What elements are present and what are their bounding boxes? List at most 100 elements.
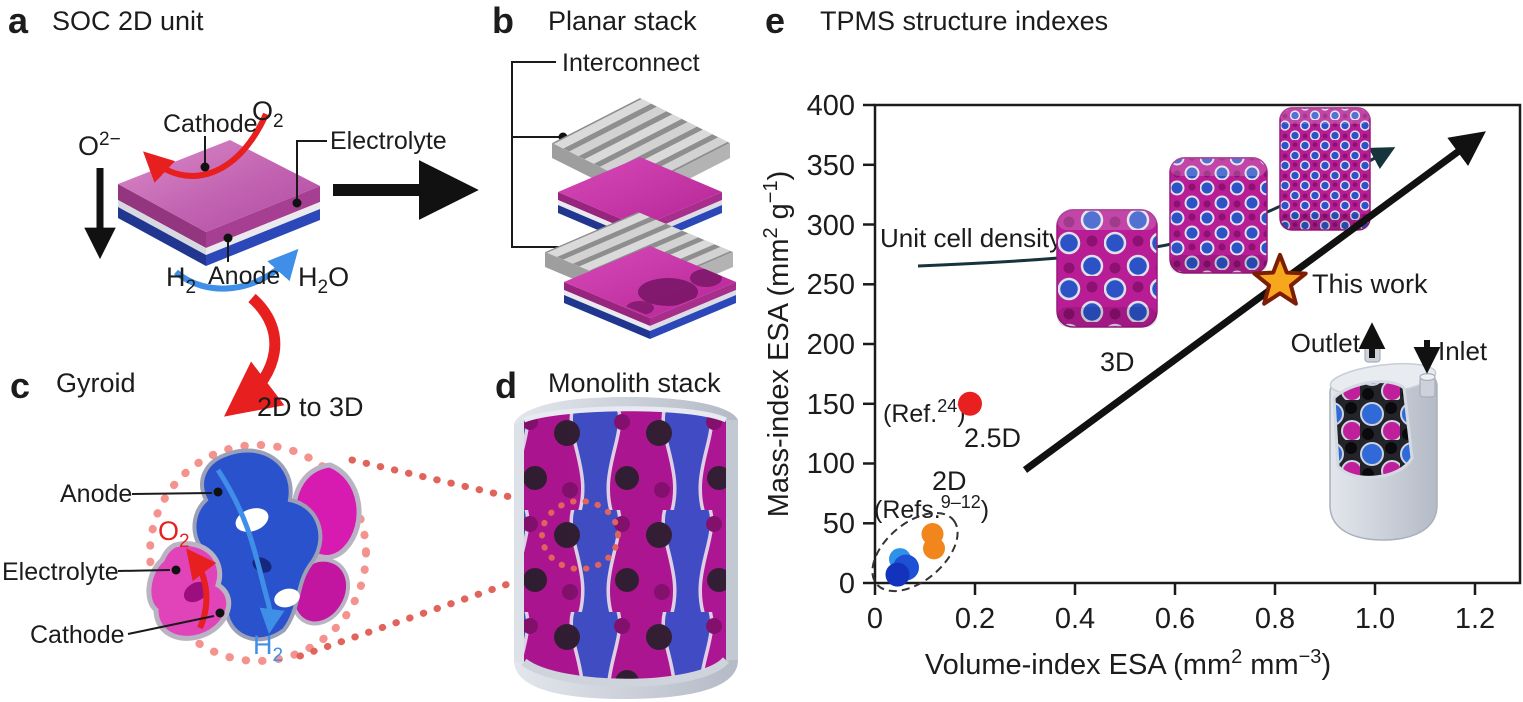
cluster-2d-dashed-ellipse <box>871 511 959 593</box>
to-gyroid-arrow <box>224 293 285 417</box>
interconnect-bracket <box>511 61 583 248</box>
label-electrolyte-a: Electrolyte <box>330 127 447 155</box>
anode-leader-dot-c <box>213 487 223 497</box>
panel-c-letter: c <box>10 365 30 406</box>
svg-text:250: 250 <box>807 269 855 301</box>
electrolyte-leader-dot-c <box>171 565 181 575</box>
monolith-dashed-circle <box>539 498 621 572</box>
x-ticks <box>873 583 1477 595</box>
monolith-wall-right <box>726 420 738 660</box>
svg-text:0.8: 0.8 <box>1255 603 1295 635</box>
label-inlet: Inlet <box>1438 336 1488 366</box>
scatter-points <box>885 391 982 587</box>
label-this-work: This work <box>1312 269 1428 299</box>
svg-text:50: 50 <box>823 508 855 540</box>
x-tick-labels: 0 0.2 0.4 0.6 0.8 1.0 1.2 <box>867 603 1495 635</box>
gyroid-o2-arrow <box>186 548 217 630</box>
svg-text:1.0: 1.0 <box>1355 603 1395 635</box>
label-h2o-a: H2O <box>298 262 349 298</box>
panel-a-title: SOC 2D unit <box>52 6 204 36</box>
label-o2minus-a: O2− <box>78 129 121 161</box>
cathode-side-right <box>206 186 320 248</box>
label-2d: 2D <box>932 466 967 496</box>
device-illustration <box>1329 336 1438 541</box>
soc-2d-cell-illustration <box>118 140 320 266</box>
gyroid-cylinder-fine <box>1279 107 1371 231</box>
cathode-leader-dot-c <box>215 608 225 618</box>
svg-text:400: 400 <box>807 90 855 122</box>
gyroid-dashed-circle <box>146 441 370 665</box>
panel-c: c Gyroid 2D to 3D Anode Electrolyte Cath… <box>2 365 570 666</box>
device-cutaway-interior <box>1334 381 1412 478</box>
gyroid-cylinder-coarse <box>1056 209 1158 328</box>
panel-b-letter: b <box>492 0 514 41</box>
panel-a-leader-lines <box>204 136 327 262</box>
svg-text:0: 0 <box>867 603 883 635</box>
svg-text:150: 150 <box>807 389 855 421</box>
svg-text:0.6: 0.6 <box>1155 603 1195 635</box>
label-ref-24: (Ref.24) <box>883 396 966 428</box>
device-cutaway-rim <box>1332 380 1414 479</box>
panel-b: b Planar stack Interconnect <box>492 0 736 339</box>
label-cathode-c: Cathode <box>30 621 125 649</box>
cell-bottom-illustration <box>564 246 736 339</box>
svg-text:0.2: 0.2 <box>955 603 995 635</box>
svg-text:0.4: 0.4 <box>1055 603 1095 635</box>
o2-flow-arrow <box>143 112 269 183</box>
cathode-leader-dot <box>200 162 210 172</box>
panel-a: a SOC 2D unit Cathode Electrolyte O2 O2−… <box>8 0 479 417</box>
panel-d-letter: d <box>495 365 517 406</box>
label-h2-c: H2 <box>253 630 283 666</box>
monolith-wall-left <box>514 420 524 662</box>
svg-text:100: 100 <box>807 448 855 480</box>
svg-text:0: 0 <box>839 568 855 600</box>
electrolyte-leader-dot <box>292 198 302 208</box>
svg-text:300: 300 <box>807 210 855 242</box>
gyroid-shadow-2 <box>183 581 209 603</box>
label-anode-a: Anode <box>208 262 280 290</box>
panel-c-leader-lines <box>117 492 215 635</box>
data-point <box>923 537 945 560</box>
monolith-top-rim <box>523 406 728 423</box>
gyroid-h2-arrow <box>215 468 285 634</box>
panel-d-title: Monolith stack <box>548 368 721 398</box>
panel-e-title: TPMS structure indexes <box>820 6 1108 36</box>
data-point <box>958 391 982 416</box>
panel-a-letter: a <box>8 0 29 41</box>
monolith-illustration <box>514 396 738 699</box>
trend-arrow <box>1022 131 1486 473</box>
x-axis-title: Volume-index ESA (mm2 mm−3) <box>925 646 1331 681</box>
label-cathode-a: Cathode <box>163 110 258 138</box>
svg-text:350: 350 <box>807 150 855 182</box>
y-ticks <box>863 103 875 585</box>
label-outlet: Outlet <box>1291 328 1361 358</box>
panel-c-title: Gyroid <box>56 368 136 398</box>
label-unit-cell-density: Unit cell density <box>880 223 1062 253</box>
panel-b-title: Planar stack <box>548 6 697 36</box>
label-2-5d: 2.5D <box>964 423 1021 453</box>
label-refs-9-12: (Refs.9–12) <box>874 492 989 524</box>
y-axis-title: Mass-index ESA (mm2 g−1) <box>760 171 795 518</box>
label-electrolyte-c: Electrolyte <box>2 558 119 586</box>
svg-text:200: 200 <box>807 329 855 361</box>
gyroid-cylinder-medium <box>1169 157 1268 274</box>
cathode-side-left <box>118 184 206 248</box>
label-interconnect: Interconnect <box>562 49 700 77</box>
data-point <box>885 562 910 587</box>
anode-side-right <box>206 209 320 266</box>
label-anode-c: Anode <box>60 480 132 508</box>
panel-d: d Monolith stack <box>495 365 738 699</box>
electrolyte-side-right <box>206 202 320 255</box>
label-2d-to-3d: 2D to 3D <box>257 392 364 422</box>
label-3d: 3D <box>1100 347 1135 377</box>
h2-flow-arrow <box>174 248 299 292</box>
anode-leader-dot <box>223 233 233 243</box>
label-o2-a: O2 <box>252 96 284 132</box>
gyroid-illustration <box>146 448 362 642</box>
panel-e-letter: e <box>765 0 785 41</box>
monolith-bottom-rim <box>521 657 730 687</box>
label-o2-c: O2 <box>158 516 190 552</box>
anode-side-left <box>118 207 206 266</box>
electrolyte-side-left <box>118 200 206 255</box>
